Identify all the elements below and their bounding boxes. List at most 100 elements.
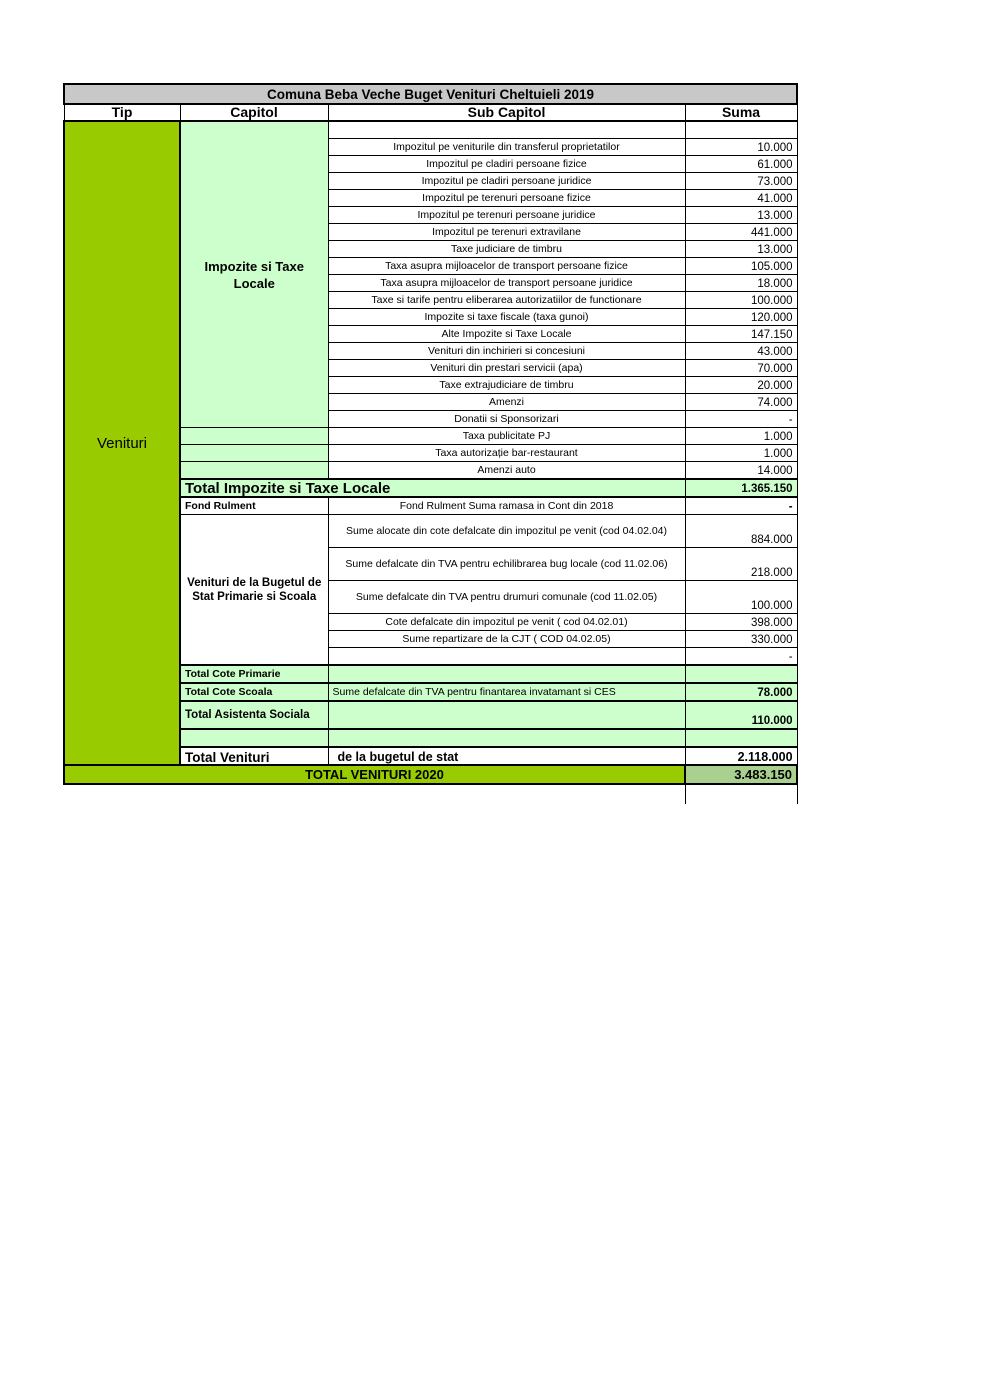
blank-cell xyxy=(684,664,798,684)
blank-cell xyxy=(684,784,798,804)
table-row: Total Venituri de la bugetul de stat 2.118… xyxy=(64,746,798,766)
table-row: Venituri din prestari servicii (apa) 70.0… xyxy=(64,359,798,377)
suma-cell: 398.000 xyxy=(684,613,798,631)
blank-cell xyxy=(179,728,329,748)
budget-table: Comuna Beba Veche Buget Venituri Cheltui… xyxy=(62,83,799,804)
sub-capitol-cell: Impozitul pe terenuri persoane fizice xyxy=(327,189,686,207)
suma-cell: 13.000 xyxy=(684,240,798,258)
table-row: Fond Rulment Fond Rulment Suma ramasa in … xyxy=(64,496,798,515)
sub-capitol-cell: Taxe extrajudiciare de timbru xyxy=(327,376,686,394)
suma-cell: 18.000 xyxy=(684,274,798,292)
sub-capitol-cell: Taxa autorizație bar-restaurant xyxy=(327,444,686,462)
total-cote-scoala-value: 78.000 xyxy=(684,682,798,702)
total-asistenta-label: Total Asistenta Sociala xyxy=(179,700,329,730)
sub-capitol-cell: Sume repartizare de la CJT ( COD 04.02.0… xyxy=(327,630,686,648)
suma-cell: 13.000 xyxy=(684,206,798,224)
table-row: Total Impozite si Taxe Locale 1.365.150 xyxy=(64,478,798,498)
sub-capitol-cell: Taxa asupra mijloacelor de transport per… xyxy=(327,257,686,275)
header-suma: Suma xyxy=(684,103,798,122)
blank-cell xyxy=(327,664,686,684)
fond-rulment-sub: Fond Rulment Suma ramasa in Cont din 201… xyxy=(327,496,686,515)
sub-capitol-cell: Sume defalcate din TVA pentru echilibrar… xyxy=(327,547,686,581)
capitol-cell xyxy=(179,444,329,462)
blank-cell xyxy=(684,120,798,139)
suma-cell: - xyxy=(684,410,798,428)
capitol-stat: Venituri de la Bugetul de Stat Primarie … xyxy=(179,514,329,666)
sub-capitol-cell: Sume defalcate din TVA pentru drumuri co… xyxy=(327,580,686,614)
sub-capitol-cell: Impozitul pe veniturile din transferul p… xyxy=(327,138,686,156)
suma-cell: 10.000 xyxy=(684,138,798,156)
total-cote-scoala-sub: Sume defalcate din TVA pentru finantarea… xyxy=(327,682,686,702)
table-row: Taxe judiciare de timbru 13.000 xyxy=(64,240,798,258)
table-row: Sume repartizare de la CJT ( COD 04.02.0… xyxy=(64,630,798,648)
table-row: Taxa asupra mijloacelor de transport per… xyxy=(64,257,798,275)
fond-rulment-label: Fond Rulment xyxy=(179,496,329,515)
total-cote-scoala-label: Total Cote Scoala xyxy=(179,682,329,702)
table-row: Taxa autorizație bar-restaurant 1.000 xyxy=(64,444,798,462)
sub-capitol-cell: Taxe si tarife pentru eliberarea autoriz… xyxy=(327,291,686,309)
sub-capitol-cell: Alte Impozite si Taxe Locale xyxy=(327,325,686,343)
table-row: Impozite si taxe fiscale (taxa gunoi) 120… xyxy=(64,308,798,326)
suma-cell: - xyxy=(684,647,798,666)
suma-cell: 70.000 xyxy=(684,359,798,377)
suma-cell: 1.000 xyxy=(684,444,798,462)
capitol-cell xyxy=(179,427,329,445)
table-row: Sume defalcate din TVA pentru echilibrar… xyxy=(64,547,798,581)
table-row xyxy=(64,728,798,748)
table-row: Taxa publicitate PJ 1.000 xyxy=(64,427,798,445)
suma-cell: 43.000 xyxy=(684,342,798,360)
table-row: Sume defalcate din TVA pentru drumuri co… xyxy=(64,580,798,614)
suma-cell: 1.000 xyxy=(684,427,798,445)
total-impozite-label: Total Impozite si Taxe Locale xyxy=(179,478,686,498)
fond-rulment-value: - xyxy=(684,496,798,515)
sub-capitol-cell xyxy=(327,647,686,666)
table-row: Taxe si tarife pentru eliberarea autoriz… xyxy=(64,291,798,309)
blank-cell xyxy=(327,700,686,730)
table-row: Donatii si Sponsorizari - xyxy=(64,410,798,428)
header-tip: Tip xyxy=(63,103,181,122)
table-row: Alte Impozite si Taxe Locale 147.150 xyxy=(64,325,798,343)
suma-cell: 330.000 xyxy=(684,630,798,648)
sub-capitol-cell: Impozitul pe terenuri extravilane xyxy=(327,223,686,241)
grand-total-value: 3.483.150 xyxy=(683,764,799,785)
total-asistenta-value: 110.000 xyxy=(684,700,798,730)
suma-cell: 147.150 xyxy=(684,325,798,343)
suma-cell: 218.000 xyxy=(684,547,798,581)
sub-capitol-cell: Sume alocate din cote defalcate din impo… xyxy=(327,514,686,548)
suma-cell: 41.000 xyxy=(684,189,798,207)
suma-cell: 20.000 xyxy=(684,376,798,394)
table-row: Venituri din inchirieri si concesiuni 43.… xyxy=(64,342,798,360)
sub-capitol-cell: Donatii si Sponsorizari xyxy=(327,410,686,428)
table-row: Total Asistenta Sociala 110.000 xyxy=(64,700,798,730)
sub-capitol-cell: Impozitul pe cladiri persoane juridice xyxy=(327,172,686,190)
sub-capitol-cell: Venituri din inchirieri si concesiuni xyxy=(327,342,686,360)
table-row: Total Cote Scoala Sume defalcate din TVA … xyxy=(64,682,798,702)
total-impozite-value: 1.365.150 xyxy=(684,478,798,498)
grand-total-label: TOTAL VENITURI 2020 xyxy=(63,764,686,785)
table-row: Total Cote Primarie xyxy=(64,664,798,684)
sub-capitol-cell: Cote defalcate din impozitul pe venit ( … xyxy=(327,613,686,631)
suma-cell: 100.000 xyxy=(684,580,798,614)
capitol-cell xyxy=(179,461,329,480)
sub-capitol-cell: Venituri din prestari servicii (apa) xyxy=(327,359,686,377)
suma-cell: 120.000 xyxy=(684,308,798,326)
sub-capitol-cell: Taxa asupra mijloacelor de transport per… xyxy=(327,274,686,292)
suma-cell: 61.000 xyxy=(684,155,798,173)
suma-cell: 74.000 xyxy=(684,393,798,411)
table-row: Taxa asupra mijloacelor de transport per… xyxy=(64,274,798,292)
total-cote-primarie-label: Total Cote Primarie xyxy=(179,664,329,684)
blank-cell xyxy=(327,120,686,139)
suma-cell: 100.000 xyxy=(684,291,798,309)
sub-capitol-cell: Taxe judiciare de timbru xyxy=(327,240,686,258)
sub-capitol-cell: Impozite si taxe fiscale (taxa gunoi) xyxy=(327,308,686,326)
capitol-impozite: Impozite si Taxe Locale xyxy=(179,120,329,428)
blank-cell xyxy=(327,728,686,748)
table-row: TOTAL VENITURI 2020 3.483.150 xyxy=(63,764,799,785)
header-sub-capitol: Sub Capitol xyxy=(327,103,686,122)
table-row: Impozitul pe cladiri persoane juridice 73… xyxy=(64,172,798,190)
sub-capitol-cell: Taxa publicitate PJ xyxy=(327,427,686,445)
tip-venituri: Venituri xyxy=(63,120,181,766)
header-capitol: Capitol xyxy=(179,103,329,122)
table-title: Comuna Beba Veche Buget Venituri Cheltui… xyxy=(62,83,799,105)
sub-capitol-cell: Amenzi xyxy=(327,393,686,411)
